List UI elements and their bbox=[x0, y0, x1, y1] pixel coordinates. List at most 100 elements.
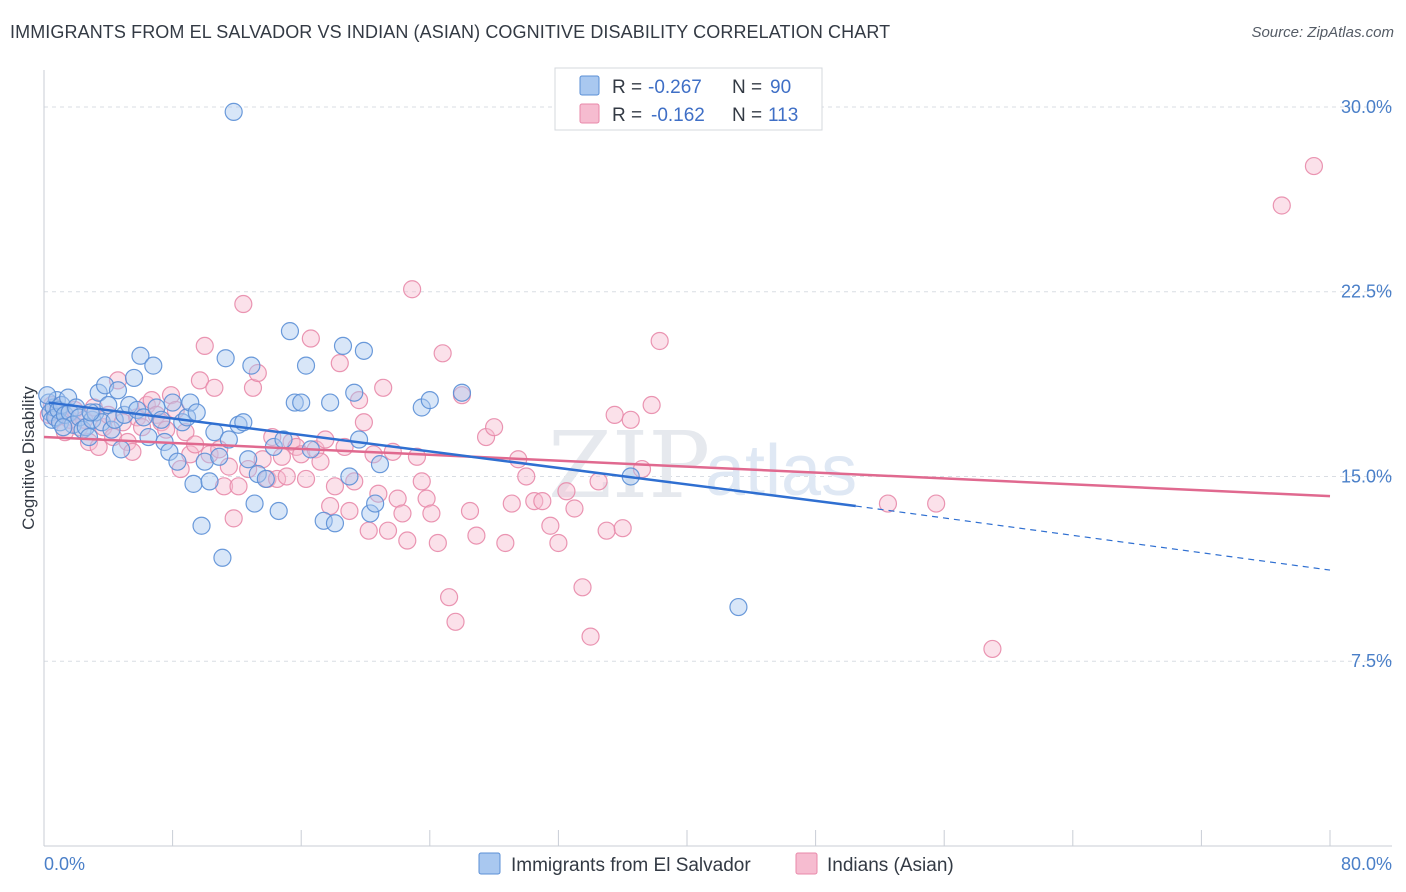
point-indians-asian bbox=[605, 405, 624, 424]
point-el-salvador bbox=[38, 386, 57, 405]
trend-line-indians-asian bbox=[43, 435, 1331, 498]
point-indians-asian bbox=[340, 501, 359, 521]
point-el-salvador bbox=[296, 356, 316, 375]
point-indians-asian bbox=[325, 477, 345, 496]
point-indians-asian bbox=[229, 477, 248, 496]
bottom-legend: Immigrants from El Salvador Indians (Asi… bbox=[478, 852, 954, 876]
point-indians-asian bbox=[573, 578, 592, 597]
y-tick-label: 22.5% bbox=[1341, 282, 1392, 302]
trend-line-el-salvador bbox=[48, 401, 856, 508]
point-el-salvador bbox=[321, 393, 340, 412]
point-el-salvador bbox=[280, 322, 300, 341]
point-indians-asian bbox=[642, 395, 661, 415]
point-el-salvador bbox=[325, 514, 345, 533]
point-el-salvador bbox=[163, 393, 182, 412]
legend-r-value-2: -0.162 bbox=[651, 105, 705, 126]
point-el-salvador bbox=[366, 494, 385, 513]
legend-r-value-1: -0.267 bbox=[648, 77, 702, 98]
point-indians-asian bbox=[398, 531, 417, 550]
point-indians-asian bbox=[330, 354, 349, 373]
point-indians-asian bbox=[439, 588, 459, 607]
point-indians-asian bbox=[239, 459, 258, 479]
legend-r-label-2: R = bbox=[612, 105, 642, 126]
stats-legend: R = -0.267 N = 90 R = -0.162 N = 113 bbox=[554, 67, 823, 131]
point-el-salvador bbox=[420, 391, 439, 410]
point-el-salvador bbox=[269, 501, 288, 521]
point-indians-asian bbox=[878, 494, 898, 513]
point-indians-asian bbox=[403, 280, 422, 299]
point-el-salvador bbox=[224, 102, 243, 121]
point-el-salvador bbox=[181, 393, 200, 412]
point-el-salvador bbox=[213, 548, 232, 567]
point-el-salvador bbox=[152, 410, 171, 429]
point-indians-asian bbox=[541, 516, 560, 535]
point-el-salvador bbox=[131, 346, 150, 365]
x-tick-label-max: 80.0% bbox=[1341, 854, 1392, 874]
point-indians-asian bbox=[378, 521, 398, 540]
point-indians-asian bbox=[311, 452, 330, 471]
point-indians-asian bbox=[407, 447, 427, 466]
legend-n-value-2: 113 bbox=[768, 105, 798, 126]
legend-n-label-1: N = bbox=[732, 77, 762, 98]
y-tick-label: 15.0% bbox=[1341, 466, 1392, 486]
watermark: ZIP atlas bbox=[548, 412, 857, 519]
point-indians-asian bbox=[446, 612, 465, 631]
legend-n-value-1: 90 bbox=[770, 77, 791, 98]
point-el-salvador bbox=[349, 430, 369, 449]
point-indians-asian bbox=[1272, 196, 1291, 215]
point-el-salvador bbox=[187, 403, 206, 422]
point-el-salvador bbox=[210, 447, 229, 466]
y-tick-labels: 7.5% 15.0% 22.5% 30.0% bbox=[1341, 97, 1392, 671]
y-axis-label: Cognitive Disability bbox=[19, 386, 38, 530]
point-el-salvador bbox=[354, 341, 373, 360]
point-el-salvador bbox=[112, 440, 131, 459]
point-el-salvador bbox=[361, 504, 380, 523]
trend-line-el-salvador-extension bbox=[855, 505, 1331, 571]
point-indians-asian bbox=[983, 639, 1002, 659]
point-indians-asian bbox=[354, 413, 373, 432]
point-el-salvador bbox=[292, 393, 311, 412]
point-indians-asian bbox=[205, 378, 224, 397]
point-indians-asian bbox=[364, 445, 383, 464]
legend-swatch-pink bbox=[579, 103, 600, 124]
bottom-legend-label-el-salvador: Immigrants from El Salvador bbox=[511, 855, 751, 876]
point-indians-asian bbox=[219, 457, 238, 476]
source-credit: Source: ZipAtlas.com bbox=[1251, 24, 1394, 41]
bottom-legend-swatch-blue bbox=[478, 852, 501, 875]
point-el-salvador bbox=[242, 356, 261, 375]
point-el-salvador bbox=[729, 597, 748, 617]
point-el-salvador bbox=[285, 393, 304, 412]
series-el-salvador-points bbox=[38, 102, 748, 617]
point-indians-asian bbox=[195, 336, 214, 356]
point-indians-asian bbox=[502, 494, 521, 513]
legend-n-label-2: N = bbox=[732, 105, 762, 126]
axes bbox=[43, 70, 1392, 847]
point-indians-asian bbox=[613, 519, 632, 538]
chart-title: IMMIGRANTS FROM EL SALVADOR VS INDIAN (A… bbox=[10, 22, 891, 42]
point-indians-asian bbox=[485, 418, 504, 437]
point-el-salvador bbox=[192, 516, 211, 535]
point-indians-asian bbox=[214, 477, 234, 496]
point-el-salvador bbox=[102, 420, 121, 439]
point-indians-asian bbox=[277, 467, 296, 486]
point-indians-asian bbox=[369, 484, 388, 503]
point-el-salvador bbox=[333, 336, 353, 356]
point-el-salvador bbox=[108, 381, 128, 400]
point-indians-asian bbox=[393, 504, 412, 523]
point-indians-asian bbox=[460, 501, 480, 521]
point-indians-asian bbox=[927, 494, 946, 513]
point-el-salvador bbox=[168, 452, 187, 471]
point-indians-asian bbox=[412, 472, 431, 491]
legend-r-label-1: R = bbox=[612, 77, 642, 98]
point-el-salvador bbox=[452, 383, 472, 402]
point-el-salvador bbox=[54, 418, 73, 437]
point-el-salvador bbox=[314, 511, 333, 530]
point-indians-asian bbox=[533, 492, 552, 511]
point-el-salvador bbox=[219, 430, 238, 449]
point-indians-asian bbox=[359, 521, 378, 540]
point-el-salvador bbox=[89, 383, 108, 402]
point-el-salvador bbox=[370, 455, 390, 474]
x-tick-label-min: 0.0% bbox=[44, 854, 85, 874]
point-indians-asian bbox=[581, 627, 600, 646]
